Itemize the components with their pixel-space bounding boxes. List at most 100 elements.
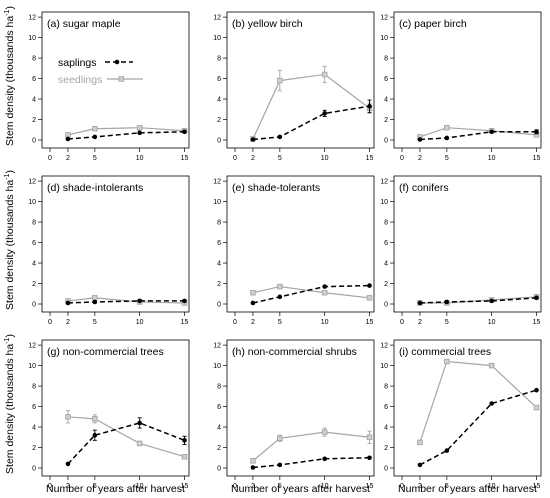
y-tick-label: 4	[32, 425, 36, 432]
sapling-point	[92, 432, 98, 438]
y-tick-label: 4	[217, 425, 221, 432]
x-tick-label: 0	[400, 319, 404, 326]
y-tick-label: 12	[380, 343, 388, 350]
y-tick-label: 0	[384, 138, 388, 145]
x-tick-label: 2	[418, 483, 422, 490]
x-tick-label: 15	[366, 155, 374, 162]
x-tick-label: 15	[533, 155, 541, 162]
seedling-point	[321, 429, 328, 435]
x-tick-label: 15	[366, 483, 374, 490]
x-tick-label: 2	[251, 155, 255, 162]
x-tick-label: 15	[181, 319, 189, 326]
x-axis-title: Number of years after harvest	[231, 483, 370, 495]
y-axis-title: Stem density (thousands ha-1)	[4, 170, 16, 310]
y-tick-label: 6	[217, 240, 221, 247]
y-tick-label: 10	[213, 35, 221, 42]
saplings-line	[419, 131, 537, 141]
y-tick-label: 2	[217, 281, 221, 288]
y-tick-label: 2	[32, 445, 36, 452]
panel-title: (g) non-commercial trees	[47, 346, 164, 358]
panel-frame	[393, 175, 542, 313]
y-tick-label: 2	[217, 445, 221, 452]
legend: saplings seedlings	[58, 57, 143, 86]
panel-frame	[41, 175, 190, 313]
seedling-point	[533, 404, 540, 411]
x-tick-label: 0	[400, 155, 404, 162]
x-tick-label: 5	[278, 483, 282, 490]
seedling-point	[321, 289, 328, 296]
y-tick-label: 6	[32, 240, 36, 247]
sapling-point	[534, 129, 539, 135]
seedlings-line	[67, 127, 185, 136]
seedlings-line	[419, 127, 537, 138]
sapling-point	[182, 129, 187, 135]
sapling-point	[489, 401, 494, 406]
y-tick-label: 8	[217, 220, 221, 227]
x-tick-label: 5	[278, 319, 282, 326]
saplings-line	[67, 131, 185, 140]
sapling-point	[367, 283, 372, 288]
sapling-point	[137, 420, 142, 426]
panel-frame	[393, 339, 542, 477]
y-tick-label: 0	[384, 466, 388, 473]
panel-frame	[393, 11, 542, 149]
y-axis-title-close: )	[4, 170, 16, 174]
x-tick-label: 0	[233, 483, 237, 490]
sapling-point	[137, 298, 142, 304]
x-tick-label: 0	[48, 483, 52, 490]
sapling-point	[417, 137, 423, 142]
y-tick-label: 6	[384, 76, 388, 83]
seedlings-line	[67, 297, 185, 304]
y-tick-label: 0	[32, 138, 36, 145]
panel-title: (f) conifers	[399, 182, 449, 194]
x-tick-label: 5	[278, 155, 282, 162]
panel-8: (h) non-commercial shrubs 0 2 4 6 8 10 12 0 2 5 10 1…	[213, 339, 375, 490]
x-tick-label: 5	[445, 319, 449, 326]
y-axis-title-superscript: -1	[4, 173, 11, 179]
panel-4: (d) shade-intolerants 0 2 4 6 8 10 12 0 2 5 10 15	[28, 175, 190, 326]
sapling-point	[92, 134, 98, 140]
sapling-point	[489, 129, 494, 135]
seedlings-line	[419, 360, 537, 443]
y-axis-title: Stem density (thousands ha-1)	[4, 6, 16, 146]
seedling-point	[136, 124, 143, 131]
panel-frame	[41, 11, 190, 149]
y-tick-label: 8	[32, 384, 36, 391]
x-tick-label: 10	[321, 319, 329, 326]
sapling-point	[250, 300, 256, 306]
panel-9: (i) commercial trees 0 2 4 6 8 10 12 0 2 5 10 15	[380, 339, 542, 490]
sapling-point	[367, 455, 372, 461]
y-tick-label: 0	[217, 466, 221, 473]
sapling-point	[250, 137, 256, 142]
panel-2: (b) yellow birch 0 2 4 6 8 10 12 0 2 5 10 15	[213, 11, 375, 162]
y-tick-label: 2	[384, 281, 388, 288]
saplings-line	[252, 284, 370, 304]
panel-title: (h) non-commercial shrubs	[232, 346, 357, 358]
x-tick-label: 15	[533, 483, 541, 490]
seedling-point	[181, 453, 188, 460]
seedling-point	[488, 362, 495, 369]
y-axis-title-close: )	[4, 334, 16, 338]
seedlings-line	[252, 285, 370, 299]
y-tick-label: 10	[380, 35, 388, 42]
seedling-point	[92, 125, 98, 132]
y-tick-label: 12	[28, 179, 36, 186]
x-tick-label: 5	[93, 319, 97, 326]
y-tick-label: 0	[384, 302, 388, 309]
sapling-point	[277, 294, 283, 300]
saplings-line	[67, 422, 185, 465]
seedling-point	[366, 295, 373, 301]
panel-3: (c) paper birch 0 2 4 6 8 10 12 0 2 5 10 15	[380, 11, 542, 162]
y-tick-label: 2	[32, 281, 36, 288]
x-tick-label: 2	[418, 319, 422, 326]
seedling-point	[277, 283, 283, 290]
y-tick-label: 6	[384, 240, 388, 247]
sapling-point	[250, 465, 256, 470]
y-tick-label: 10	[213, 363, 221, 370]
sapling-point	[322, 456, 327, 462]
panel-title: (a) sugar maple	[47, 18, 121, 30]
y-tick-label: 8	[384, 56, 388, 63]
y-tick-label: 4	[384, 261, 388, 268]
x-tick-label: 10	[136, 483, 144, 490]
seedling-point	[136, 440, 143, 447]
